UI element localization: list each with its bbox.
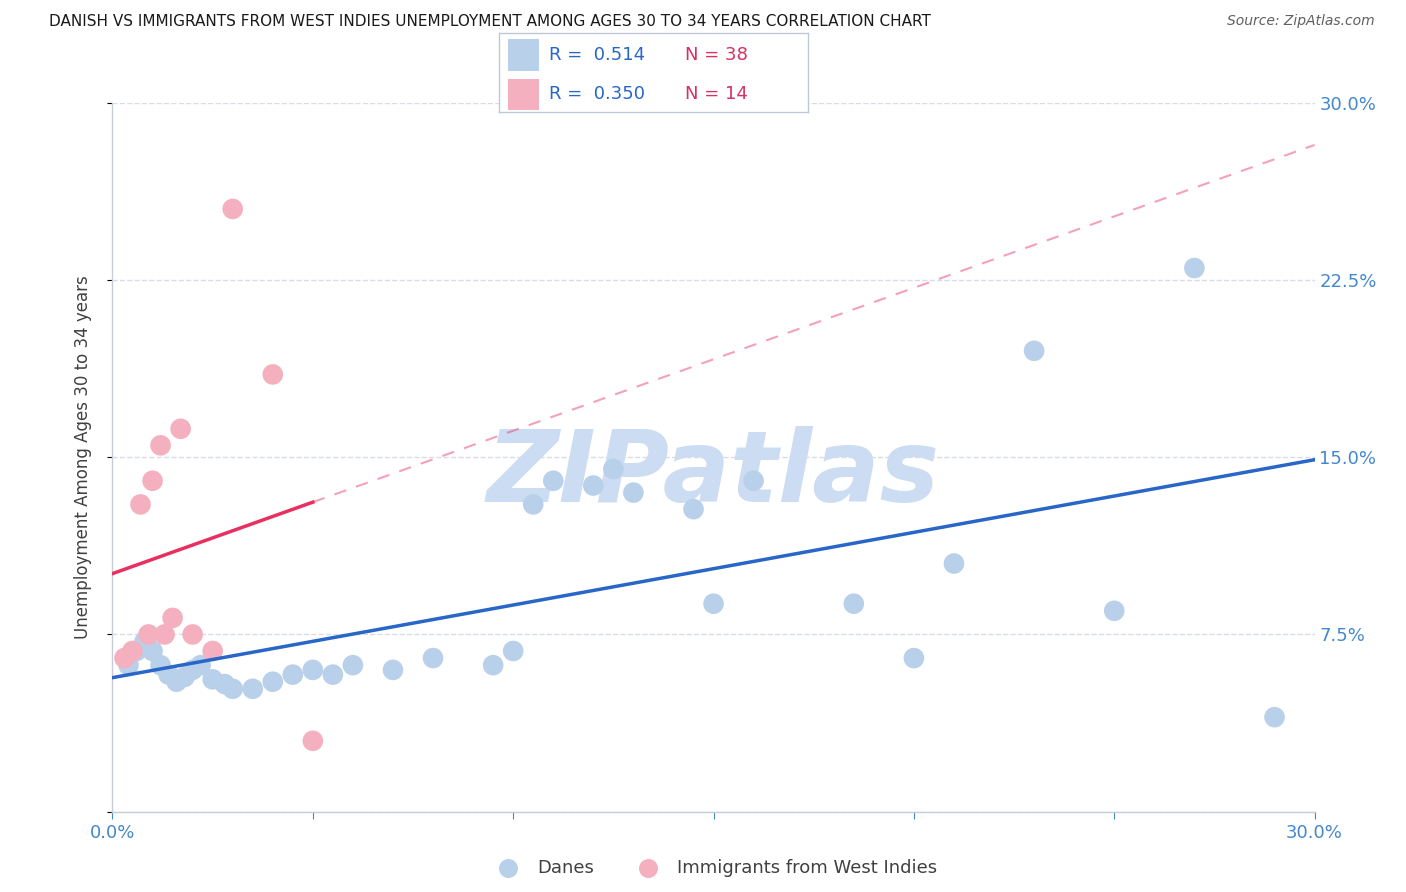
- Point: [302, 663, 325, 677]
- Point: [522, 497, 544, 511]
- Point: [181, 663, 204, 677]
- Point: [702, 597, 725, 611]
- Point: [125, 644, 148, 658]
- Point: [942, 557, 965, 571]
- Point: [222, 681, 245, 696]
- Text: R =  0.350: R = 0.350: [548, 86, 644, 103]
- Point: [121, 644, 143, 658]
- Point: [682, 502, 704, 516]
- Point: [382, 663, 405, 677]
- Point: [222, 202, 245, 216]
- Point: [201, 644, 224, 658]
- Point: [201, 673, 224, 687]
- Text: Source: ZipAtlas.com: Source: ZipAtlas.com: [1227, 14, 1375, 29]
- Point: [482, 658, 505, 673]
- Point: [502, 644, 524, 658]
- Point: [149, 658, 172, 673]
- Point: [422, 651, 444, 665]
- Point: [129, 497, 152, 511]
- Point: [903, 651, 925, 665]
- Point: [149, 438, 172, 452]
- Point: [141, 474, 163, 488]
- Text: N = 14: N = 14: [685, 86, 748, 103]
- Point: [342, 658, 364, 673]
- Text: R =  0.514: R = 0.514: [548, 46, 645, 64]
- Point: [1184, 260, 1206, 275]
- Point: [141, 644, 163, 658]
- Bar: [509, 39, 540, 70]
- Point: [1264, 710, 1286, 724]
- Point: [166, 674, 188, 689]
- Point: [181, 627, 204, 641]
- Point: [281, 667, 304, 681]
- Point: [262, 674, 284, 689]
- Text: DANISH VS IMMIGRANTS FROM WEST INDIES UNEMPLOYMENT AMONG AGES 30 TO 34 YEARS COR: DANISH VS IMMIGRANTS FROM WEST INDIES UN…: [49, 14, 931, 29]
- Point: [157, 667, 180, 681]
- Point: [262, 368, 284, 382]
- Point: [1024, 343, 1046, 358]
- Point: [842, 597, 865, 611]
- Point: [302, 733, 325, 747]
- Text: N = 38: N = 38: [685, 46, 748, 64]
- Text: ZIPatlas: ZIPatlas: [486, 426, 941, 524]
- Point: [322, 667, 344, 681]
- Bar: [509, 78, 540, 110]
- Point: [543, 474, 565, 488]
- Point: [190, 658, 212, 673]
- Point: [742, 474, 765, 488]
- Point: [169, 422, 191, 436]
- Point: [162, 611, 184, 625]
- Point: [602, 462, 624, 476]
- Point: [214, 677, 236, 691]
- Point: [582, 478, 605, 492]
- Point: [117, 658, 139, 673]
- Point: [153, 627, 176, 641]
- Legend: Danes, Immigrants from West Indies: Danes, Immigrants from West Indies: [482, 852, 945, 884]
- Point: [138, 627, 160, 641]
- Point: [134, 634, 156, 648]
- Point: [1102, 604, 1125, 618]
- Point: [242, 681, 264, 696]
- Y-axis label: Unemployment Among Ages 30 to 34 years: Unemployment Among Ages 30 to 34 years: [73, 276, 91, 639]
- Point: [173, 670, 195, 684]
- Point: [621, 485, 644, 500]
- Point: [114, 651, 136, 665]
